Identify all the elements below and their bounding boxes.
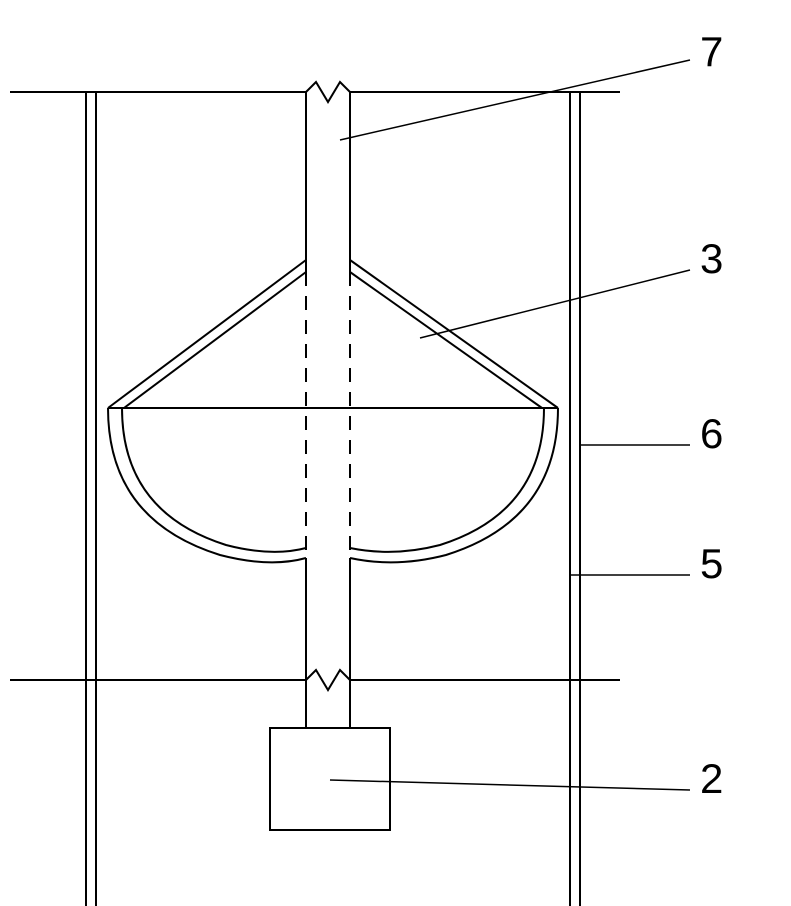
label-7: 7 <box>700 28 723 76</box>
diagram-container: 7 3 6 5 2 <box>0 0 791 906</box>
background <box>0 0 791 906</box>
label-2: 2 <box>700 755 723 803</box>
schematic-svg <box>0 0 791 906</box>
label-6: 6 <box>700 410 723 458</box>
label-5: 5 <box>700 540 723 588</box>
label-3: 3 <box>700 235 723 283</box>
